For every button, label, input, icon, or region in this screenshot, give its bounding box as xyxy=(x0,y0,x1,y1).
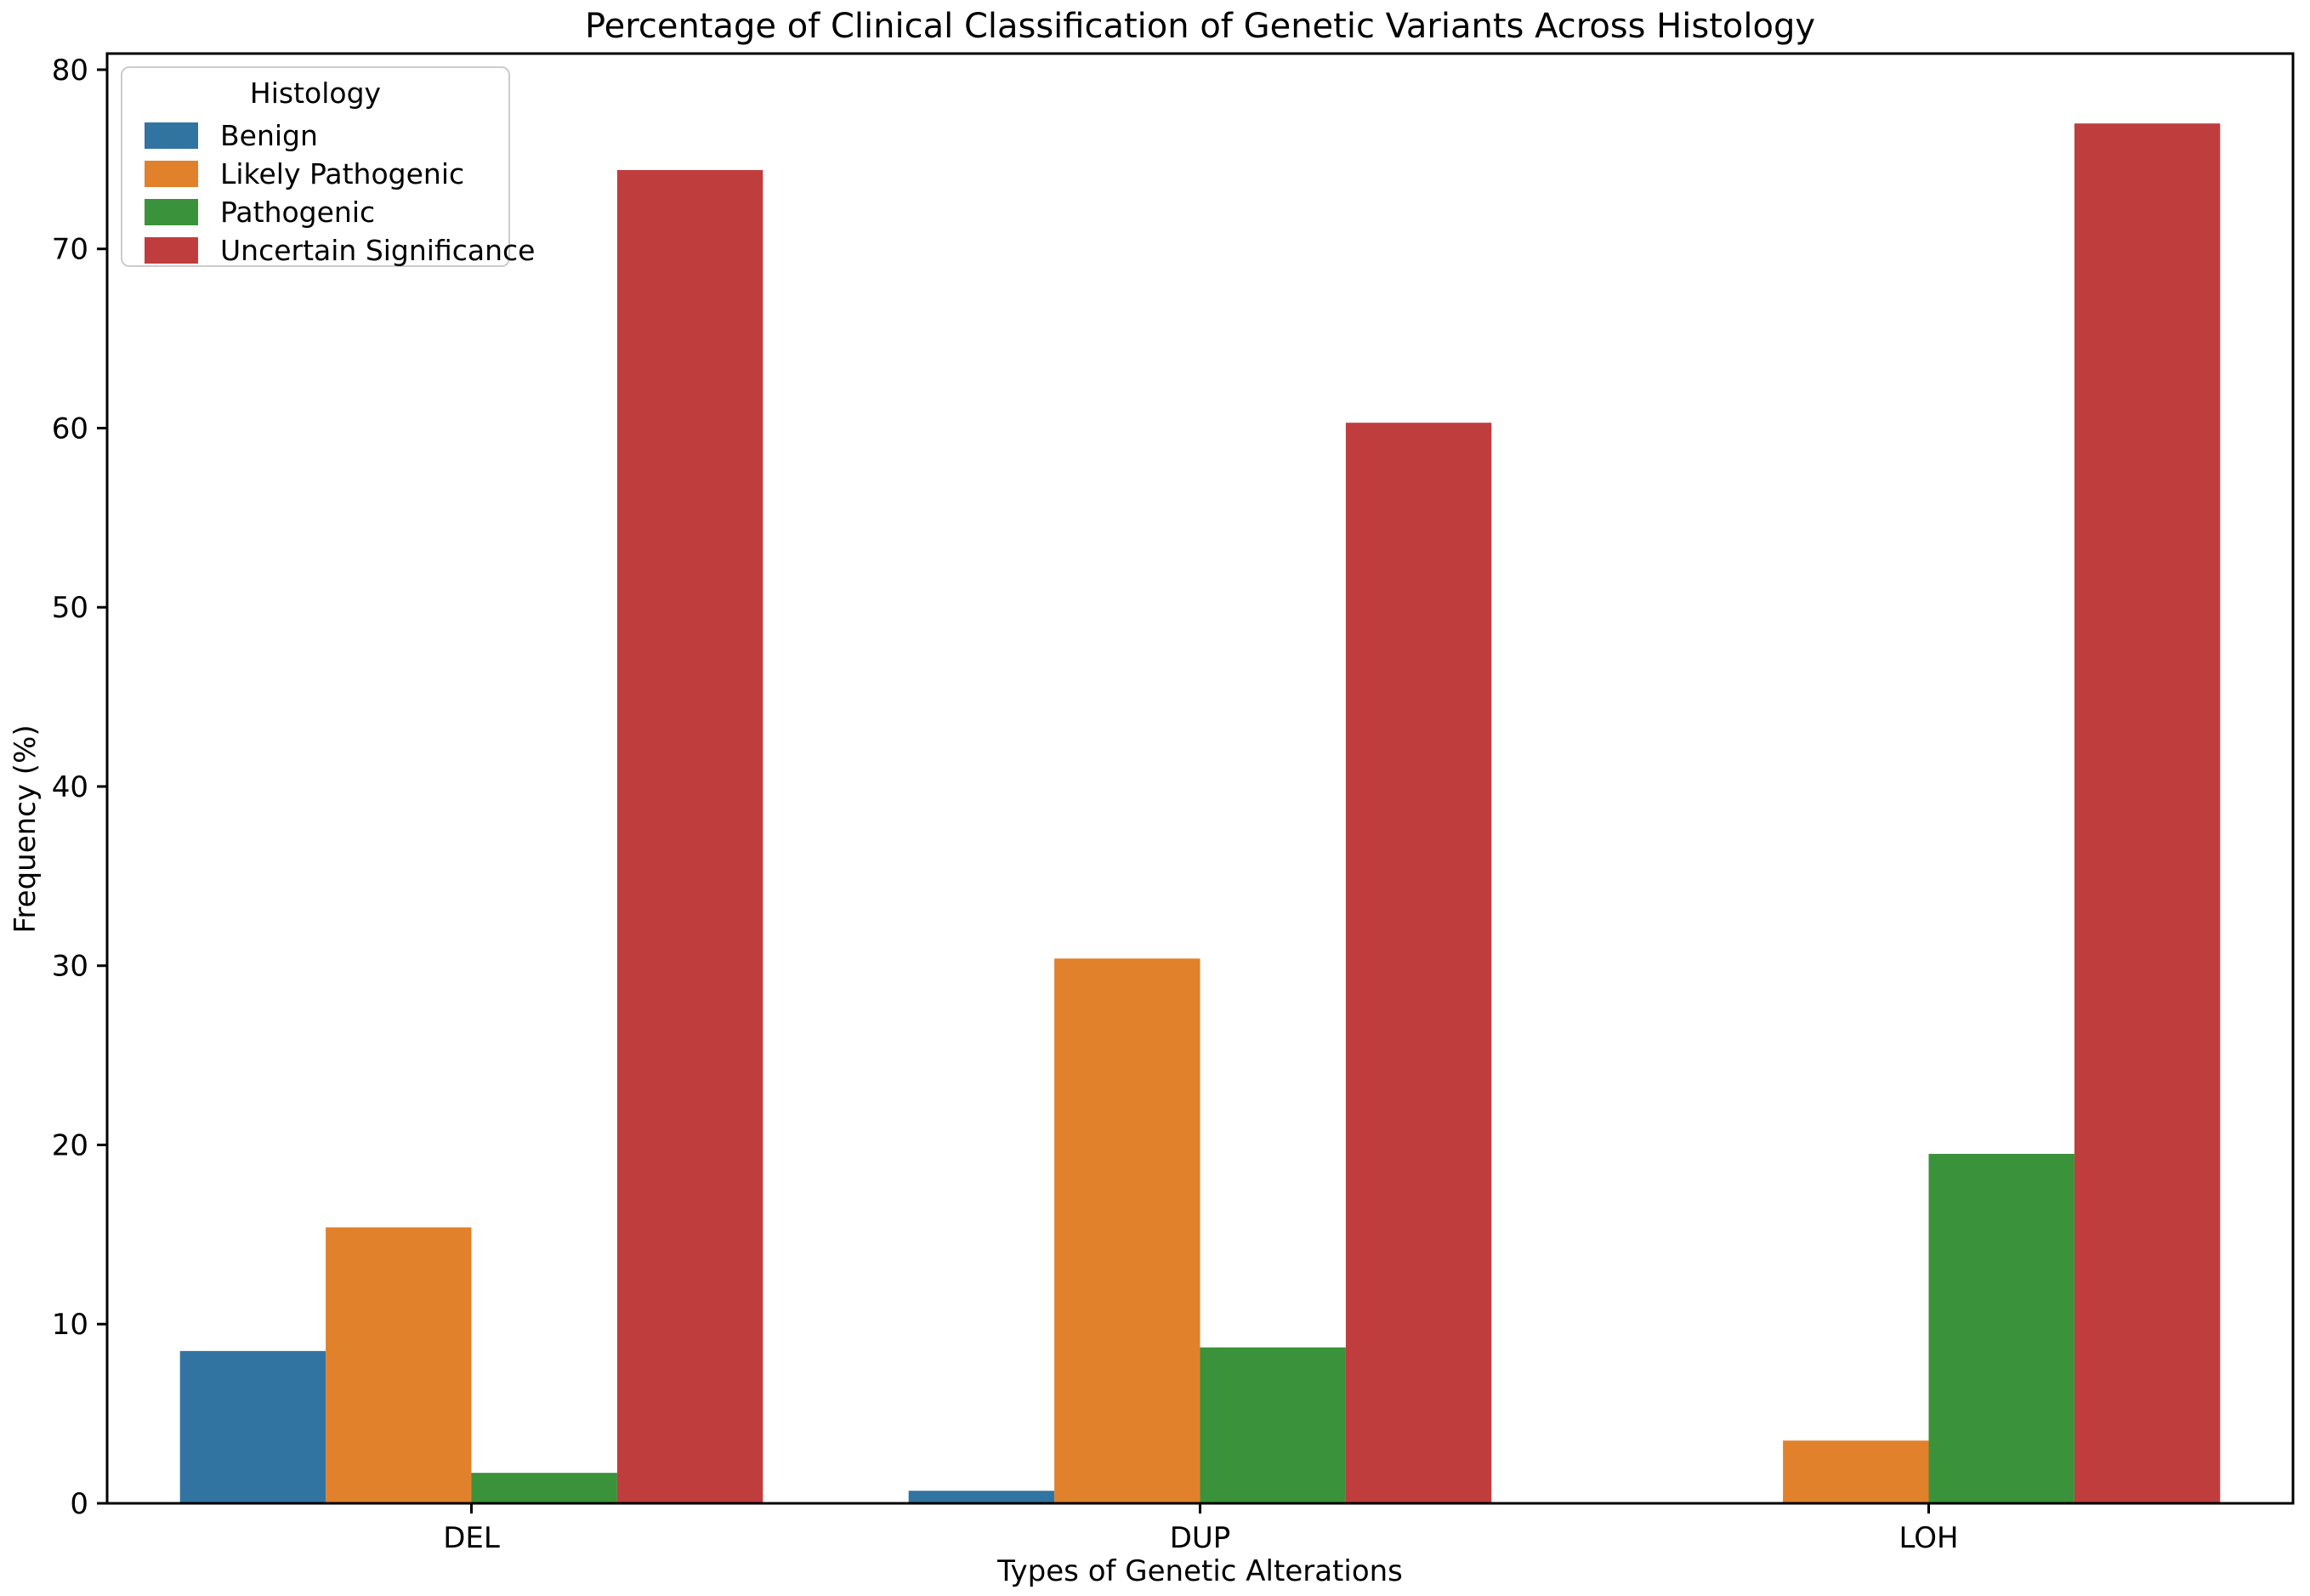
y-tick-label: 80 xyxy=(52,54,88,88)
x-tick-label: DEL xyxy=(443,1521,500,1555)
y-tick-label: 30 xyxy=(52,950,88,984)
legend-swatch xyxy=(145,161,198,187)
x-tick-label: LOH xyxy=(1899,1521,1958,1555)
bar xyxy=(1054,958,1200,1503)
legend-item: Pathogenic xyxy=(122,193,508,231)
y-tick-label: 0 xyxy=(70,1487,88,1521)
legend-item: Benign xyxy=(122,116,508,155)
legend-item-label: Likely Pathogenic xyxy=(220,157,465,190)
bar xyxy=(471,1473,617,1503)
legend: Histology Benign Likely Pathogenic Pathoge… xyxy=(121,66,535,270)
y-tick-label: 50 xyxy=(52,591,88,625)
bar xyxy=(616,169,763,1503)
bar xyxy=(908,1491,1055,1503)
bar xyxy=(1928,1154,2074,1503)
y-tick-label: 70 xyxy=(52,233,88,267)
legend-swatch xyxy=(145,237,198,264)
legend-item-label: Benign xyxy=(220,119,318,152)
y-tick-label: 10 xyxy=(52,1308,88,1342)
legend-item-label: Pathogenic xyxy=(220,196,376,229)
bar xyxy=(2074,123,2221,1503)
x-tick-label: DUP xyxy=(1170,1521,1231,1555)
legend-item: Uncertain Significance xyxy=(122,231,535,270)
x-axis-label: Types of Genetic Alterations xyxy=(997,1554,1403,1588)
legend-title: Histology xyxy=(249,77,382,110)
y-tick-label: 20 xyxy=(52,1128,88,1162)
legend-item: Likely Pathogenic xyxy=(122,155,508,193)
y-tick-label: 60 xyxy=(52,412,88,446)
bar xyxy=(1345,423,1492,1503)
y-tick-label: 40 xyxy=(52,770,88,804)
chart-title: Percentage of Clinical Classification of… xyxy=(584,7,1816,46)
legend-swatch xyxy=(145,122,198,149)
legend-swatch xyxy=(145,199,198,225)
legend-item-label: Uncertain Significance xyxy=(220,234,536,267)
bar xyxy=(179,1350,326,1503)
legend-items: Benign Likely Pathogenic Pathogenic Uncerta… xyxy=(122,116,535,270)
bar xyxy=(1200,1347,1346,1503)
bar xyxy=(1783,1440,1929,1503)
bar xyxy=(326,1227,472,1503)
